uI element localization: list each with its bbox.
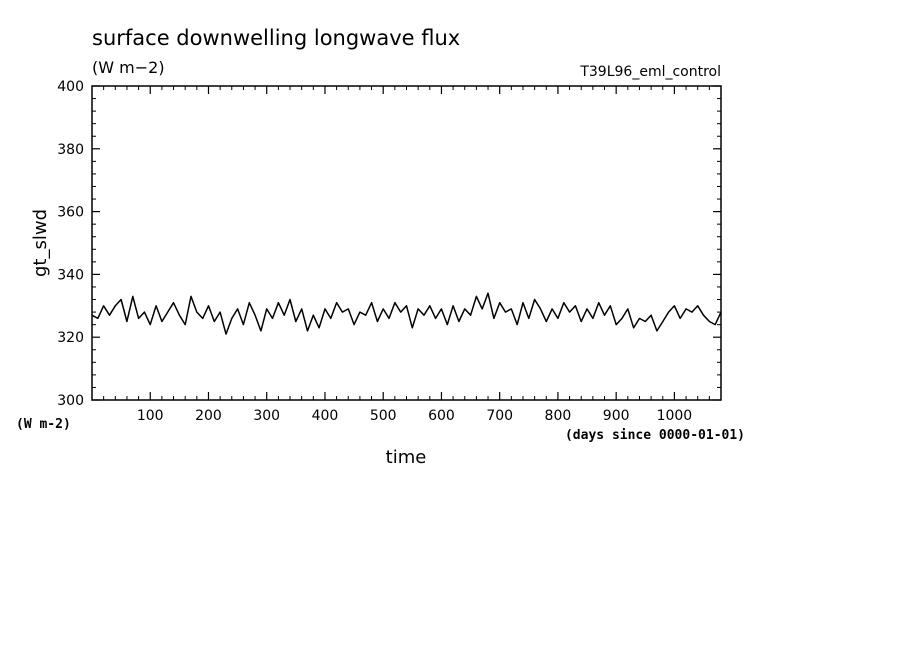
y-tick-label: 380: [57, 142, 84, 158]
plot-frame: [91, 85, 722, 401]
x-tick-label: 800: [545, 408, 572, 424]
y-tick-labels: 300 320 340 360 380 400: [57, 79, 84, 409]
x-tick-label: 900: [603, 408, 630, 424]
x-tick-label: 200: [195, 408, 222, 424]
y-tick-label: 360: [57, 205, 84, 221]
series-group: [91, 292, 722, 335]
series-line: [91, 292, 722, 335]
y-units-label: (W m-2): [16, 417, 71, 432]
y-tick-label: 300: [57, 393, 84, 409]
y-tick-label: 340: [57, 267, 84, 283]
chart-subtitle: (W m−2): [92, 58, 165, 77]
axis-ticks: [92, 85, 721, 401]
y-tick-label: 400: [57, 79, 84, 95]
x-tick-label: 100: [137, 408, 164, 424]
x-tick-labels: 100 200 300 400 500 600 700 800 900 1000: [137, 408, 692, 424]
chart-title: surface downwelling longwave flux: [92, 26, 460, 50]
x-tick-label: 1000: [657, 408, 693, 424]
x-tick-label: 400: [312, 408, 339, 424]
x-units-label: (days since 0000-01-01): [565, 428, 745, 443]
x-tick-label: 700: [486, 408, 513, 424]
y-axis-label: gt_slwd: [30, 209, 51, 277]
y-tick-label: 320: [57, 330, 84, 346]
x-axis-label: time: [386, 447, 427, 468]
x-tick-label: 600: [428, 408, 455, 424]
x-tick-label: 500: [370, 408, 397, 424]
run-label: T39L96_eml_control: [579, 64, 721, 80]
x-tick-label: 300: [253, 408, 280, 424]
